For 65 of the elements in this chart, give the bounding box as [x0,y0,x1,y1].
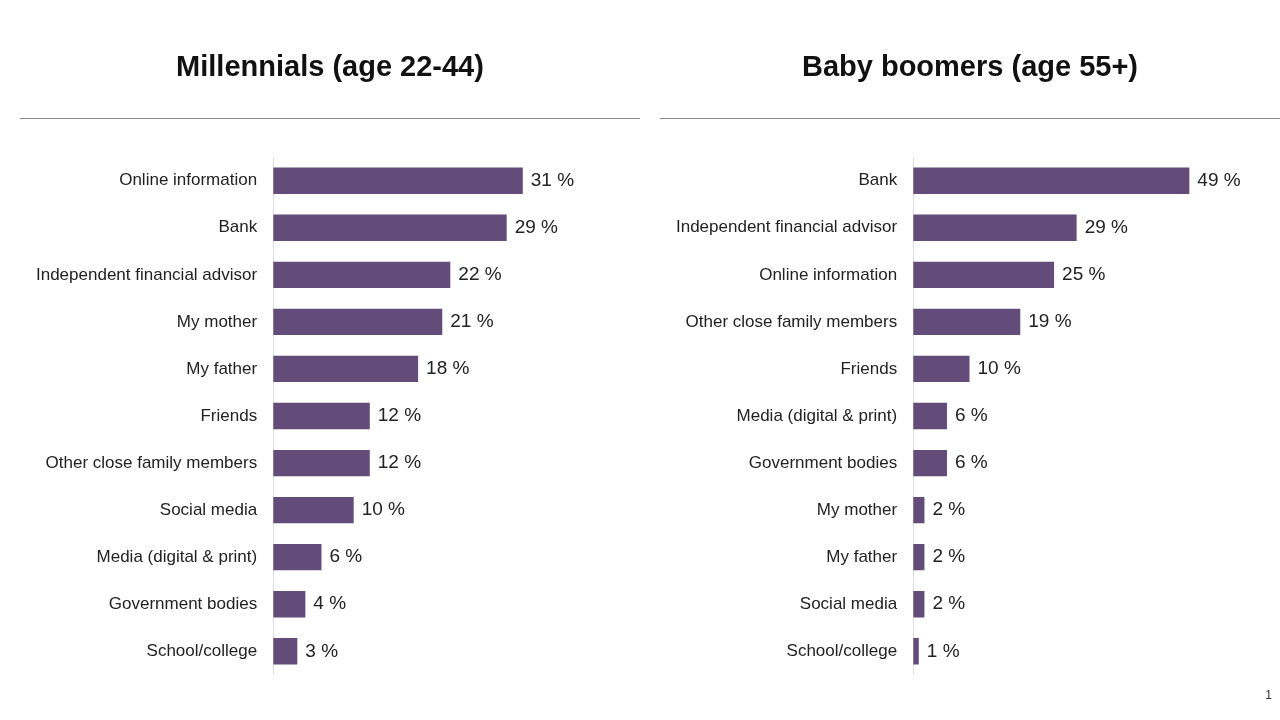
bar [273,543,322,571]
data-label: 1 % [926,639,960,661]
bar [913,449,947,477]
bar [273,638,298,665]
data-label: 18 % [426,357,470,379]
y-tick-label: My father [826,546,898,566]
y-tick-label: Independent financial advisor [35,264,258,284]
chart-title: Baby boomers (age 55+) [801,49,1139,83]
y-tick-label: Social media [159,499,258,519]
y-tick-label: Bank [858,170,898,190]
data-label: 12 % [377,404,422,426]
data-label: 10 % [977,357,1021,379]
bar [913,402,947,430]
y-tick-label: My father [186,358,258,378]
data-label: 2 % [932,592,966,614]
y-tick-label: My mother [816,499,898,519]
y-tick-label: Media (digital & print) [96,546,258,566]
bar [913,355,970,383]
bar [273,261,451,289]
bar [273,496,354,524]
data-label: 29 % [514,216,559,238]
bar [273,591,306,618]
y-tick-label: Other close family members [685,311,898,331]
data-label: 2 % [932,545,966,567]
bar [273,402,370,430]
bar [273,167,523,194]
y-tick-label: Online information [119,170,258,190]
y-tick-label: Independent financial advisor [675,217,898,237]
data-label: 4 % [313,592,347,614]
bar [273,308,443,336]
y-tick-label: My mother [176,311,258,331]
data-label: 6 % [954,451,988,473]
data-label: 10 % [361,498,406,520]
y-tick-label: Online information [759,264,898,284]
y-tick-label: Media (digital & print) [736,405,898,425]
y-tick-label: Friends [200,405,258,425]
bar [273,355,419,383]
y-tick-label: Other close family members [45,452,258,472]
data-label: 31 % [530,168,575,190]
data-label: 12 % [377,451,422,473]
bar [913,308,1021,336]
chart-title: Millennials (age 22-44) [176,49,484,83]
data-label: 22 % [458,263,502,285]
data-label: 3 % [305,639,339,661]
data-label: 25 % [1062,263,1106,285]
y-tick-label: Bank [218,217,258,237]
y-tick-label: School/college [146,640,258,660]
y-tick-label: Government bodies [108,593,258,613]
data-label: 6 % [329,545,363,567]
bar [273,214,507,241]
bar [913,261,1055,289]
y-tick-label: School/college [786,640,898,660]
data-label: 6 % [954,404,988,426]
data-label: 2 % [932,498,966,520]
text: 1 [1265,688,1272,702]
data-label: 19 % [1028,310,1072,332]
data-label: 49 % [1197,168,1241,190]
bar [273,449,370,477]
y-tick-label: Friends [840,358,898,378]
data-label: 29 % [1084,216,1129,238]
y-tick-label: Government bodies [748,452,898,472]
data-label: 21 % [450,310,494,332]
bar [913,167,1190,194]
y-tick-label: Social media [799,593,898,613]
bar [913,214,1077,241]
